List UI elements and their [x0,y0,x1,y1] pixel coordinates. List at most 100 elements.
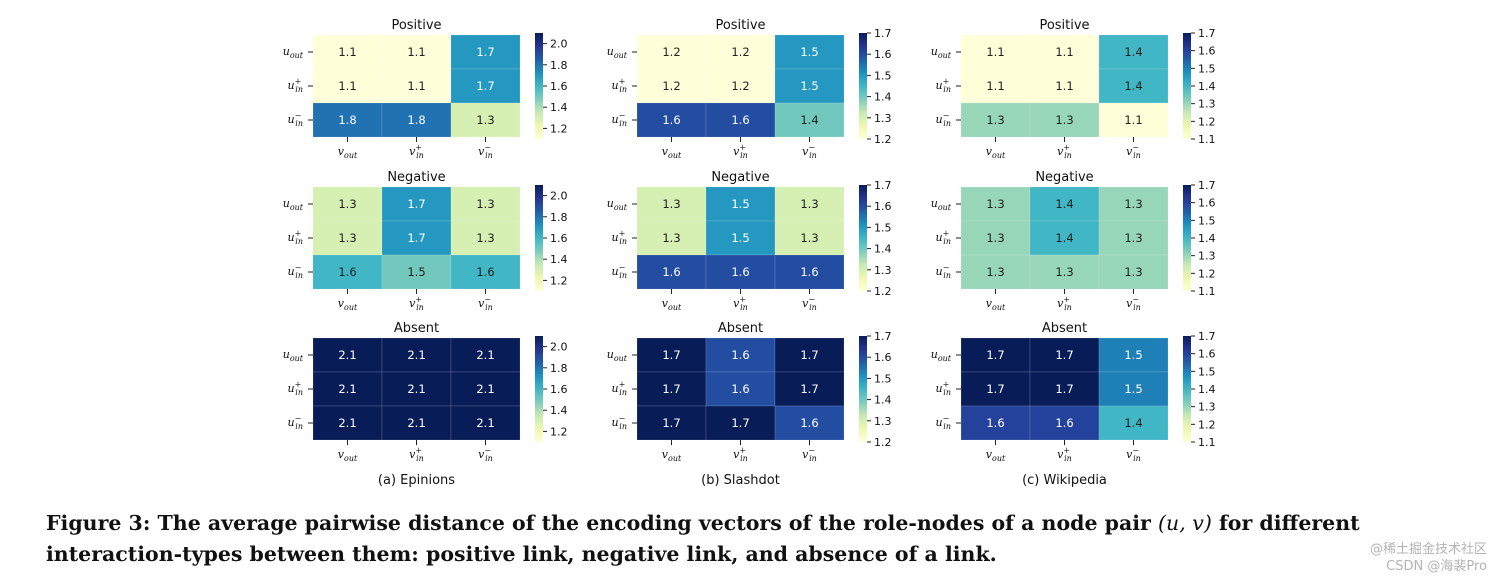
panel-title: Positive [391,18,441,33]
cell-value-label: 1.2 [731,45,749,59]
subfigure-caption: (c) Wikipedia [1022,473,1107,488]
row-label: u− in [935,111,951,128]
colorbar-tick-label: 1.5 [874,69,892,82]
cell-value-label: 1.1 [338,45,356,59]
col-label: vout [986,297,1006,312]
colorbar [1183,185,1191,291]
colorbar [535,185,543,291]
colorbar [859,33,867,139]
col-label: v− in [802,446,817,463]
cell-value-label: 1.4 [800,113,818,127]
panel-wikipedia-positive: Positive 1.1 1.1 1.4 1.1 1.1 1.4 1.3 1.3 1.1 uout u… [931,18,1216,160]
cell-value-label: 1.5 [407,265,425,279]
heatmap-cell [1098,371,1169,407]
row-label: uout [607,45,628,60]
colorbar-tick-label: 1.8 [550,59,568,72]
cell-value-label: 1.5 [1124,382,1142,396]
heatmap-cell [774,186,845,222]
heatmap-cell [960,34,1031,70]
heatmap-cell [1098,34,1169,70]
heatmap-cell [1098,337,1169,373]
cell-value-label: 1.6 [338,265,356,279]
cell-value-label: 1.3 [476,231,494,245]
heatmap-cell [450,371,521,407]
col-label: v− in [1126,295,1141,312]
colorbar-tick-label: 1.2 [550,122,568,135]
heatmap-cell [312,34,383,70]
cell-value-label: 1.3 [338,231,356,245]
panel-title: Absent [1042,321,1087,336]
cell-value-label: 2.1 [476,416,494,430]
row-label: uout [283,45,304,60]
col-label: vout [986,145,1006,160]
heatmap-cell [705,186,776,222]
heatmap-cell [381,371,452,407]
colorbar-tick-label: 1.3 [1198,250,1216,263]
cell-value-label: 1.7 [476,45,494,59]
panel-wikipedia-negative: Negative 1.3 1.4 1.3 1.3 1.4 1.3 1.3 1.3 1.3 uout u… [931,170,1216,312]
row-label: u+ in [611,77,627,94]
cell-value-label: 1.5 [1124,348,1142,362]
colorbar-tick-label: 1.3 [1198,401,1216,414]
col-label: v+ in [409,446,424,463]
row-label: u− in [287,263,303,280]
col-label: v− in [802,143,817,160]
col-label: vout [338,145,358,160]
colorbar-tick-label: 1.2 [874,436,892,449]
cell-value-label: 1.6 [731,265,749,279]
heatmap-cell [381,254,452,290]
col-label: v+ in [1057,295,1072,312]
cell-value-label: 2.1 [407,348,425,362]
heatmap-cell [1098,102,1169,138]
colorbar-tick-label: 1.1 [1198,285,1216,298]
cell-value-label: 1.7 [662,348,680,362]
cell-value-label: 1.2 [662,45,680,59]
cell-value-label: 1.2 [662,79,680,93]
caption-lead: Figure 3: The average pairwise distance … [46,511,1158,535]
cell-value-label: 2.1 [476,348,494,362]
colorbar-tick-label: 1.3 [874,264,892,277]
row-label: u− in [611,263,627,280]
cell-value-label: 1.3 [338,197,356,211]
cell-value-label: 2.1 [338,382,356,396]
col-label: v+ in [733,295,748,312]
caption-math: (u, v) [1158,511,1212,535]
cell-value-label: 1.4 [1124,79,1142,93]
col-label: v+ in [733,143,748,160]
heatmap-cell [1029,337,1100,373]
cell-value-label: 1.7 [800,382,818,396]
cell-value-label: 1.7 [662,416,680,430]
panel-title: Absent [718,321,763,336]
cell-value-label: 1.5 [800,45,818,59]
heatmap-cell [774,102,845,138]
cell-value-label: 1.3 [662,231,680,245]
cell-value-label: 1.1 [407,79,425,93]
cell-value-label: 1.6 [662,265,680,279]
heatmap-cell [960,405,1031,441]
heatmap-cell [1029,34,1100,70]
cell-value-label: 1.6 [662,113,680,127]
row-label: u− in [287,414,303,431]
heatmap-cell [450,186,521,222]
heatmap-cell [450,34,521,70]
colorbar-tick-label: 1.5 [874,372,892,385]
cell-value-label: 1.4 [1124,45,1142,59]
colorbar-tick-label: 1.4 [1198,232,1216,245]
cell-value-label: 1.1 [407,45,425,59]
colorbar-tick-label: 1.6 [550,232,568,245]
colorbar-tick-label: 1.4 [874,91,892,104]
colorbar-tick-label: 1.7 [874,27,892,40]
heatmap-cell [774,405,845,441]
heatmap-cell [450,254,521,290]
colorbar-tick-label: 1.2 [550,274,568,287]
cell-value-label: 1.1 [1055,79,1073,93]
col-label: v− in [1126,446,1141,463]
cell-value-label: 1.7 [986,382,1004,396]
heatmap-cell [1098,68,1169,104]
panel-wikipedia-absent: Absent 1.7 1.7 1.5 1.7 1.7 1.5 1.6 1.6 1.4 uout u+ i… [931,321,1216,463]
col-label: vout [338,297,358,312]
cell-value-label: 2.1 [407,382,425,396]
colorbar-tick-label: 1.4 [550,101,568,114]
heatmap-cell [705,102,776,138]
cell-value-label: 1.3 [1055,265,1073,279]
